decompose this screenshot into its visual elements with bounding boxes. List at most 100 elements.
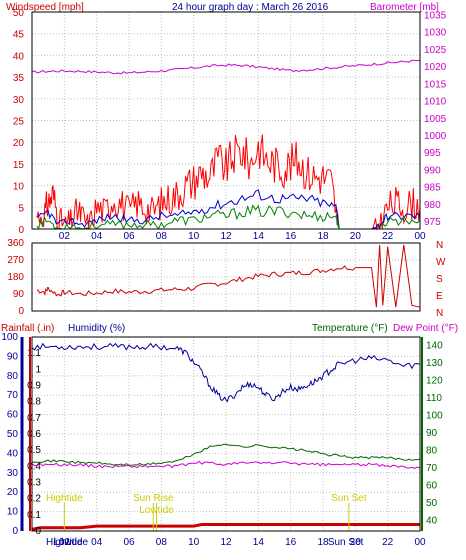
temp-y-tick-label: 40 [426,516,438,527]
humidity-y-tick-label: 20 [7,487,19,498]
wind-y-tick-label: 20 [13,138,25,149]
humidity-x-tick-label: 16 [285,537,297,548]
temp-y-tick-label: 130 [426,358,443,369]
compass-label: W [436,257,446,268]
temp-y-tick-label: 120 [426,376,443,387]
wind-y-tick-label: 15 [13,160,25,171]
wind-x-tick-label: 02 [59,231,71,242]
humidity-x-tick-label: 20 [350,537,362,548]
humidity-y-tick-label: 0 [12,526,18,537]
wind-x-tick-label: 10 [188,231,200,242]
rain-y-tick-label: 0.2 [27,494,41,505]
rainfall-axis-title: Rainfall (.in) [1,323,54,334]
baro-y-tick-label: 1010 [424,97,447,108]
humidity-y-tick-label: 80 [7,371,19,382]
temp-y-tick-label: 70 [426,463,438,474]
baro-y-tick-label: 1020 [424,62,447,73]
temp-y-tick-label: 110 [426,393,442,404]
wind-x-tick-label: 08 [156,231,168,242]
dir-y-tick-label: 270 [7,255,24,266]
humidity-x-tick-label: 22 [382,537,394,548]
dewpoint-axis-title: Dew Point (°F) [393,323,458,334]
dir-frame [31,242,421,312]
humidity-line [31,342,421,403]
chart-title: 24 hour graph day : March 26 2016 [172,2,329,13]
compass-label: N [436,308,443,319]
humidity-y-tick-label: 70 [7,390,19,401]
baro-y-tick-label: 1015 [424,79,447,90]
rain-y-tick-label: 0.3 [27,478,41,489]
humidity-y-tick-label: 10 [7,507,19,518]
dir-y-tick-label: 180 [7,272,24,283]
bottom-event-label: Lowtide [54,537,89,548]
baro-y-tick-label: 1000 [424,131,447,142]
grid-layer [32,12,421,531]
wind-y-tick-label: 45 [13,30,25,41]
baro-y-tick-label: 1030 [424,28,447,39]
wind-x-tick-label: 20 [350,231,362,242]
humidity-x-tick-label: 14 [253,537,265,548]
rain-y-tick-label: 0.9 [27,381,41,392]
wind-y-tick-label: 50 [13,8,25,19]
baro-y-tick-label: 975 [424,217,441,228]
wind-frame [31,11,421,230]
temp-y-tick-label: 80 [426,446,438,457]
rain-y-tick-label: 1.1 [27,348,41,359]
temp-y-tick-label: 50 [426,498,438,509]
baro-y-tick-label: 990 [424,165,441,176]
wind-y-tick-label: 40 [13,51,25,62]
humidity-frame [31,336,421,532]
wind-y-tick-label: 0 [18,225,24,236]
humidity-y-tick-label: 100 [1,332,18,343]
humidity-y-tick-label: 60 [7,410,19,421]
wind-x-tick-label: 22 [382,231,394,242]
bottom-event-label: Hightide [46,537,83,548]
humidity-y-tick-label: 90 [7,351,19,362]
baro-y-tick-label: 1005 [424,114,447,125]
baro-y-tick-label: 985 [424,183,441,194]
rain-y-tick-label: 1 [35,364,41,375]
barometer-axis-title: Barometer [mb] [370,2,439,13]
humidity-x-tick-label: 18 [317,537,329,548]
wind-x-tick-label: 04 [91,231,103,242]
wind-y-tick-label: 10 [13,182,25,193]
humidity-x-tick-label: 04 [91,537,103,548]
bottom-event-label: Sun Set [328,537,364,548]
baro-y-tick-label: 1035 [424,10,447,21]
temp-y-tick-label: 60 [426,481,438,492]
wind-x-tick-label: 18 [317,231,329,242]
wind-y-tick-label: 35 [13,73,25,84]
humidity-y-tick-label: 40 [7,448,19,459]
compass-label: N [436,240,443,251]
humidity-x-tick-label: 06 [123,537,135,548]
temperature-line [31,443,421,466]
wind-x-tick-label: 06 [123,231,135,242]
dewpoint-line [31,460,421,469]
rain-y-tick-label: 0.4 [27,461,41,472]
dir-y-tick-label: 90 [13,289,25,300]
compass-label: S [436,274,443,285]
baro-y-tick-label: 980 [424,200,441,211]
baro-y-tick-label: 1025 [424,45,447,56]
humidity-x-tick-label: 00 [414,537,426,548]
rain-y-tick-label: 0.7 [27,413,41,424]
humidity-x-tick-label: 02 [59,537,71,548]
wind-direction-tail-line [355,244,421,308]
rain-y-tick-label: 0.5 [27,445,41,456]
axes-layer: 0510152025303540455097598098599099510001… [1,8,446,548]
rainfall-line [31,523,420,531]
wind-x-tick-label: 12 [220,231,232,242]
event-label: Lowtide [139,505,174,516]
humidity-x-tick-label: 12 [220,537,232,548]
compass-label: E [436,291,443,302]
event-label: Sun Rise [133,493,174,504]
humidity-y-tick-label: 30 [7,468,19,479]
wind-y-tick-label: 25 [13,117,25,128]
windspeed-axis-title: Windspeed [mph] [6,2,84,13]
barometer-line [31,59,421,75]
rain-y-tick-label: 0.1 [27,510,41,521]
event-label: Hightide [46,493,83,504]
wind-direction-line [36,265,356,297]
wind-x-tick-label: 00 [414,231,426,242]
